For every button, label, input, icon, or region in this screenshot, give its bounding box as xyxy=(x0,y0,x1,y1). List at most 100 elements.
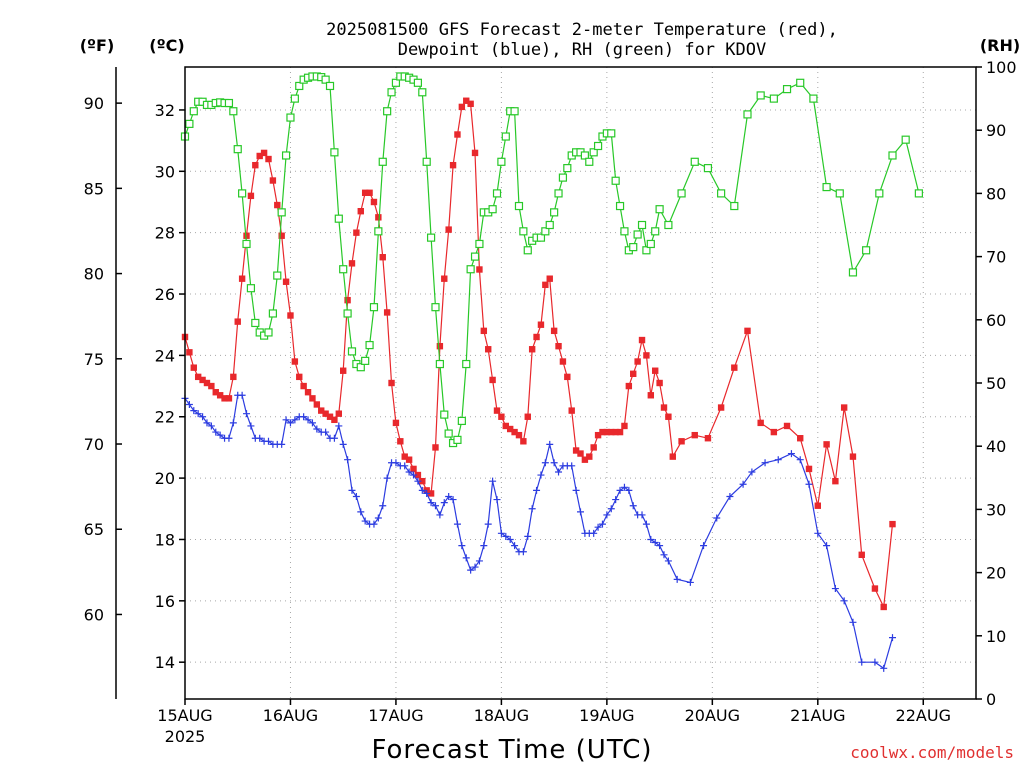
rh-tick-label: 70 xyxy=(986,248,1006,267)
dewpoint-point xyxy=(651,539,659,547)
c-tick-label: 18 xyxy=(155,530,175,549)
temperature-point xyxy=(590,444,597,451)
dewpoint-point xyxy=(282,416,290,424)
temperature-point xyxy=(647,392,655,399)
temperature-point xyxy=(594,431,602,439)
temperature-point xyxy=(599,428,606,436)
temperature-point xyxy=(300,382,307,390)
temperature-point xyxy=(849,453,857,460)
dewpoint-point xyxy=(805,480,813,488)
f-tick-label: 70 xyxy=(84,435,104,454)
dewpoint-point xyxy=(858,658,866,666)
dewpoint-point xyxy=(761,459,769,467)
dewpoint-point xyxy=(423,489,431,497)
rh-point xyxy=(339,265,348,274)
f-tick-label: 60 xyxy=(84,605,104,624)
temperature-point xyxy=(537,321,545,328)
temperature-point xyxy=(252,161,259,169)
temperature-point xyxy=(717,404,725,411)
rh-point xyxy=(440,410,449,419)
temperature-point xyxy=(550,327,558,335)
temperature-point xyxy=(291,358,299,365)
temperature-point xyxy=(608,428,615,436)
dewpoint-point xyxy=(462,554,470,562)
rh-point xyxy=(796,78,805,87)
temperature-point xyxy=(432,444,439,451)
rh-tick-label: 50 xyxy=(986,374,1006,393)
dewpoint-point xyxy=(383,474,391,482)
temperature-point xyxy=(506,425,514,433)
temperature-point xyxy=(889,520,896,528)
rh-point xyxy=(514,201,524,211)
rh-point xyxy=(369,303,379,312)
dewpoint-point xyxy=(493,496,501,504)
temperature-point xyxy=(471,149,479,157)
dewpoint-point xyxy=(700,542,708,550)
dewpoint-point xyxy=(344,456,352,464)
rh-point xyxy=(563,164,572,173)
dewpoint-point xyxy=(475,557,483,565)
temperature-point xyxy=(797,435,804,442)
temperature-point xyxy=(744,327,751,335)
rh-point xyxy=(391,78,401,87)
temperature-point xyxy=(546,275,553,282)
temperature-point xyxy=(643,352,650,359)
temperature-point xyxy=(678,438,685,445)
temperature-point xyxy=(331,416,338,424)
rh-point xyxy=(501,132,510,141)
temperature-point xyxy=(401,453,408,460)
credit-label: coolwx.com/models xyxy=(850,743,1014,762)
rh-point xyxy=(607,129,616,138)
temperature-point xyxy=(287,312,294,319)
temperature-point xyxy=(572,447,580,454)
temperature-point xyxy=(269,177,277,184)
rh-tick-label: 100 xyxy=(986,58,1017,77)
temperature-point xyxy=(392,419,400,427)
temperature-point xyxy=(489,376,496,384)
temperature-point xyxy=(326,413,334,420)
f-tick-label: 75 xyxy=(84,350,104,369)
x-year-label: 2025 xyxy=(165,727,206,746)
temperature-point xyxy=(520,438,527,445)
temperature-point xyxy=(559,358,567,365)
dewpoint-point xyxy=(370,520,378,528)
dewpoint-point xyxy=(190,407,198,415)
rh-point xyxy=(457,416,466,426)
dewpoint-point xyxy=(339,440,347,448)
dewpoint-point xyxy=(207,422,215,430)
temperature-point xyxy=(203,379,211,387)
rh-point xyxy=(435,359,444,369)
temperature-point xyxy=(823,441,830,448)
dewpoint-point xyxy=(642,520,650,528)
rh-tick-label: 40 xyxy=(986,437,1006,456)
rh-tick-label: 10 xyxy=(986,627,1006,646)
rh-point xyxy=(470,252,480,261)
rh-point xyxy=(492,189,502,198)
dewpoint-point xyxy=(739,480,747,488)
rh-point xyxy=(295,81,304,91)
rh-point xyxy=(418,88,427,97)
rh-point xyxy=(580,151,589,160)
temperature-point xyxy=(880,603,887,611)
rh-point xyxy=(466,265,475,274)
rh-point xyxy=(321,75,330,84)
temperature-point xyxy=(630,370,637,377)
rh-point xyxy=(875,189,884,198)
temperature-point xyxy=(476,266,483,273)
dewpoint-point xyxy=(726,493,734,501)
dewpoint-point xyxy=(480,542,488,550)
dewpoint-point xyxy=(379,502,387,510)
rh-point xyxy=(343,309,352,318)
dewpoint-point xyxy=(572,486,580,494)
dewpoint-point xyxy=(427,499,435,507)
rh-unit-label: (RH) xyxy=(980,36,1020,55)
rh-point xyxy=(251,318,260,328)
temperature-point xyxy=(458,103,466,111)
rh-point xyxy=(361,356,370,365)
dewpoint-point xyxy=(247,422,255,430)
dewpoint-point xyxy=(880,664,888,672)
temperature-point xyxy=(498,413,505,420)
temperature-point xyxy=(555,342,562,350)
rh-point xyxy=(593,141,603,151)
